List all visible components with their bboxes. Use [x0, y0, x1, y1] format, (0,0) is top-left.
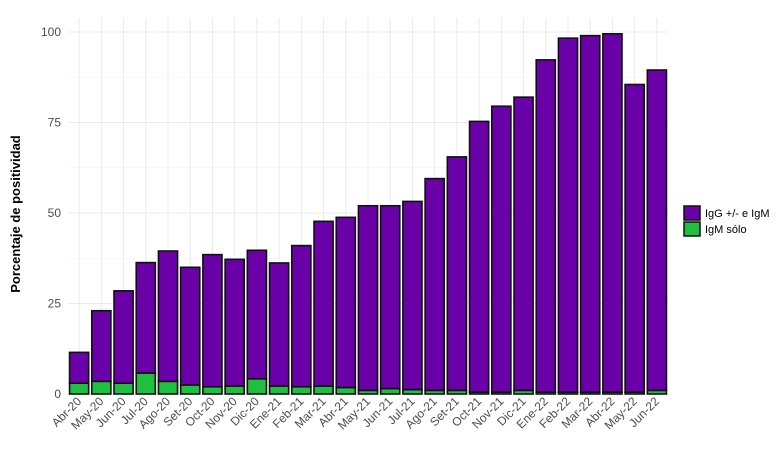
- y-tick-label: 0: [54, 387, 61, 401]
- bar-segment: [313, 220, 334, 387]
- bar-segment: [335, 386, 357, 395]
- bars: [68, 33, 668, 395]
- bar-segment: [535, 59, 557, 393]
- legend-label: IgG +/- e IgM: [705, 208, 770, 220]
- bar-segment: [446, 156, 468, 392]
- bar-segment: [246, 377, 268, 395]
- bar-segment: [290, 244, 312, 388]
- bar-segment: [113, 382, 134, 395]
- bar-segment: [68, 351, 90, 384]
- legend: IgG +/- e IgM IgM sólo: [683, 205, 770, 237]
- bar-segment: [268, 262, 290, 387]
- bar-segment: [624, 83, 646, 393]
- bar-segment: [357, 204, 379, 392]
- bar-segment: [135, 372, 157, 395]
- bar-segment: [246, 249, 268, 380]
- y-axis-label: Porcentaje de positividad: [8, 135, 23, 293]
- bar-segment: [90, 309, 112, 383]
- bar-segment: [646, 69, 668, 392]
- bar-segment: [90, 380, 112, 395]
- bar-segment: [202, 253, 223, 388]
- bar-segment: [179, 266, 201, 386]
- y-tick-label: 75: [48, 116, 62, 130]
- bar-segment: [602, 33, 623, 393]
- bar-segment: [513, 96, 534, 392]
- bar-segment: [557, 37, 579, 393]
- legend-swatch: [683, 221, 701, 237]
- bar-segment: [157, 250, 179, 383]
- y-tick-label: 100: [41, 25, 61, 39]
- legend-swatch: [683, 205, 701, 221]
- bar-segment: [290, 385, 312, 395]
- bar-segment: [379, 204, 401, 390]
- bar-segment: [579, 34, 601, 393]
- bar-segment: [313, 385, 334, 395]
- legend-label: IgM sólo: [705, 224, 747, 236]
- bar-segment: [379, 387, 401, 395]
- bar-segment: [268, 385, 290, 395]
- bar-segment: [224, 258, 246, 387]
- bar-segment: [113, 290, 134, 384]
- x-axis: Abr-20May-20Jun-20Jul-20Ago-20Set-20Oct-…: [49, 394, 662, 432]
- y-tick-label: 25: [48, 297, 62, 311]
- bar-segment: [135, 261, 157, 374]
- bar-segment: [68, 382, 90, 395]
- bar-segment: [468, 120, 490, 393]
- bar-segment: [157, 380, 179, 395]
- bar-segment: [202, 385, 223, 395]
- bar-segment: [424, 177, 446, 392]
- bar-segment: [179, 384, 201, 395]
- bar-segment: [224, 385, 246, 395]
- bar-segment: [490, 105, 512, 393]
- y-axis: 0 25 50 75 100: [41, 25, 61, 401]
- y-tick-label: 50: [48, 206, 62, 220]
- bar-segment: [402, 200, 423, 391]
- bar-segment: [335, 216, 357, 389]
